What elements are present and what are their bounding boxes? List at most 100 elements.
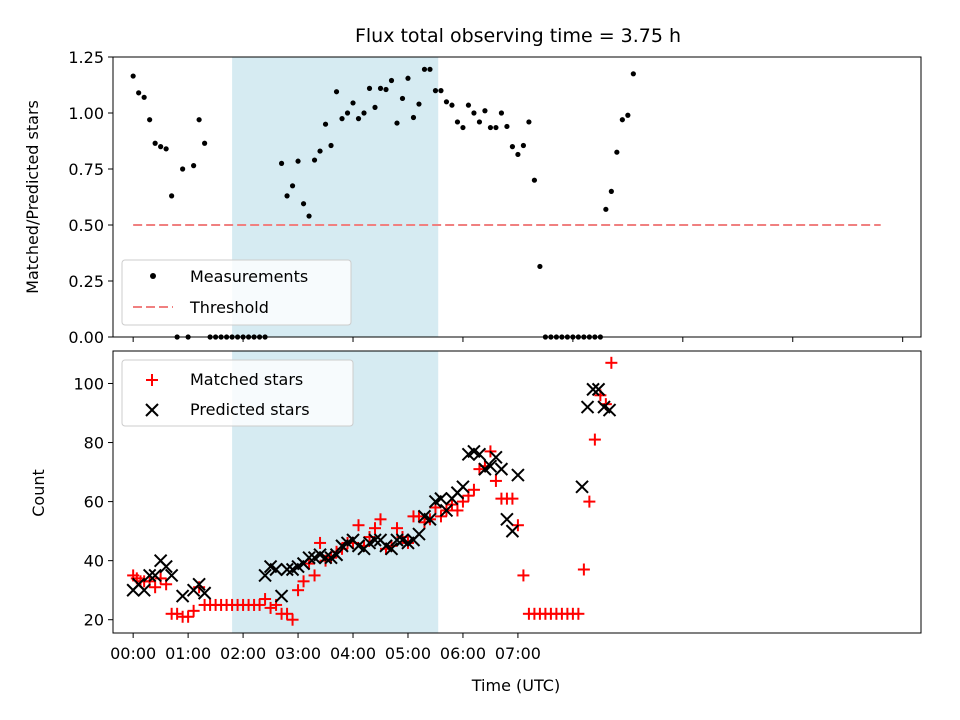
matched-star-point: [253, 598, 266, 611]
x-tick-label: 04:00: [330, 644, 376, 663]
measurement-point: [202, 140, 208, 146]
legend-predicted-label: Predicted stars: [190, 400, 310, 419]
measurement-point: [366, 85, 373, 91]
top-axis-ticks: 0.00 0.25 0.50 0.75 1.00 1.25: [68, 48, 904, 347]
measurement-point: [416, 101, 422, 107]
measurement-point: [394, 120, 400, 126]
measurement-point: [152, 140, 158, 146]
measurement-point: [169, 193, 175, 199]
measurement-point: [520, 142, 527, 149]
top-legend: Measurements Threshold: [121, 259, 352, 326]
matched-star-point: [489, 474, 502, 487]
predicted-star-point: [500, 512, 514, 527]
predicted-star-point: [602, 403, 617, 417]
measurement-point: [196, 117, 202, 123]
x-tick-label: 05:00: [385, 644, 431, 663]
top-y-tick-label: 1.00: [68, 104, 104, 123]
measurement-point: [504, 123, 510, 130]
measurement-point: [410, 114, 417, 121]
measurement-point: [603, 206, 609, 212]
measurement-point: [163, 146, 169, 152]
bottom-y-tick-label: 100: [73, 374, 104, 393]
matched-star-point: [577, 563, 590, 576]
predicted-star-point: [586, 382, 600, 397]
bottom-y-tick-label: 60: [84, 493, 104, 512]
measurement-point: [377, 85, 384, 91]
x-tick-label: 00:00: [110, 644, 156, 663]
measurement-point: [130, 73, 136, 79]
matched-star-point: [286, 613, 299, 626]
measurement-point: [427, 66, 433, 72]
predicted-star-point: [269, 562, 283, 577]
measurement-point: [405, 75, 411, 81]
predicted-star-point: [197, 586, 212, 600]
predicted-star-point: [159, 559, 173, 574]
measurement-point: [158, 144, 164, 150]
matched-star-point: [467, 483, 480, 496]
count-points: [126, 356, 618, 626]
top-legend-box: [121, 259, 352, 326]
measurement-points: [130, 66, 636, 340]
measurement-point: [432, 88, 439, 94]
legend-measurements-label: Measurements: [190, 267, 308, 286]
measurement-point: [531, 177, 538, 183]
predicted-star-point: [483, 459, 498, 473]
top-axes-frame: [112, 56, 922, 338]
legend-threshold-label: Threshold: [189, 298, 269, 317]
measurement-point: [350, 100, 356, 106]
predicted-star-point: [489, 450, 503, 465]
measurement-point: [421, 66, 428, 72]
bottom-legend-box: [121, 359, 354, 427]
matched-star-point: [182, 610, 195, 623]
measurement-point: [399, 95, 406, 102]
bottom-y-tick-label: 20: [84, 611, 104, 630]
predicted-star-point: [580, 400, 595, 414]
x-tick-label: 02:00: [220, 644, 266, 663]
measurement-point: [625, 112, 631, 118]
measurement-point: [284, 193, 290, 199]
measurement-point: [141, 94, 147, 100]
measurement-point: [295, 158, 301, 164]
bottom-axes-frame: [112, 350, 922, 634]
measurement-point: [372, 104, 378, 110]
predicted-star-point: [302, 550, 316, 565]
predicted-star-point: [192, 577, 206, 591]
measurement-point: [487, 124, 494, 131]
measurement-point: [355, 116, 362, 122]
measurement-point: [454, 119, 461, 125]
matched-star-point: [297, 575, 310, 588]
measurement-point: [289, 183, 296, 189]
measurement-point: [498, 110, 505, 116]
matched-star-point: [369, 522, 382, 535]
predicted-star-point: [142, 568, 157, 583]
measurement-point: [191, 163, 197, 169]
matched-star-point: [264, 601, 277, 614]
measurement-point: [322, 121, 329, 127]
predicted-star-point: [472, 447, 487, 462]
measurement-point: [344, 110, 351, 116]
matched-star-point: [281, 607, 294, 620]
measurement-point: [465, 102, 472, 108]
bottom-y-tick-label: 80: [84, 434, 104, 453]
matched-star-point: [390, 522, 403, 535]
matched-star-point: [187, 604, 200, 617]
x-axis-label: Time (UTC): [471, 676, 560, 695]
bottom-y-axis-label: Count: [29, 469, 48, 517]
measurement-point: [619, 117, 625, 123]
matched-star-point: [374, 513, 387, 526]
matched-star-point: [605, 356, 618, 369]
top-y-tick-label: 0.25: [68, 272, 104, 291]
matched-star-point: [473, 463, 486, 476]
measurement-point: [300, 201, 307, 207]
matched-star-point: [308, 569, 321, 582]
measurement-point: [278, 160, 285, 166]
predicted-star-point: [318, 550, 333, 565]
measurement-point: [471, 110, 477, 116]
predicted-star-point: [280, 562, 294, 577]
measurement-point: [630, 71, 636, 77]
measurement-point: [383, 86, 389, 93]
x-tick-label: 03:00: [275, 644, 321, 663]
predicted-star-point: [368, 533, 382, 547]
predicted-star-point: [511, 468, 525, 482]
